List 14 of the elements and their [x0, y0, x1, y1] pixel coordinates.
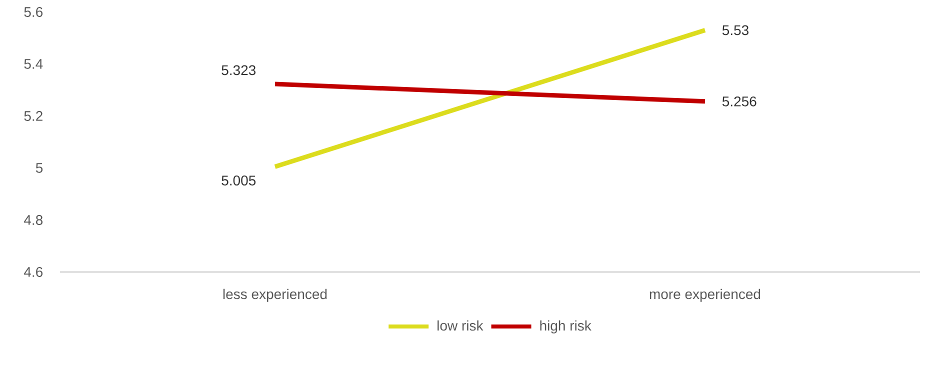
y-tick-label: 5: [36, 163, 43, 173]
data-label: 5.53: [722, 25, 748, 36]
y-tick-label: 5.4: [24, 59, 43, 69]
legend-label: high risk: [540, 320, 592, 334]
data-label: 5.323: [222, 65, 256, 76]
legend-label: low risk: [438, 320, 484, 331]
x-tick-label: more experienced: [650, 288, 760, 302]
y-tick-label: 5.2: [24, 111, 42, 121]
x-tick-label: less experienced: [223, 288, 327, 302]
y-tick-label: 4.8: [24, 215, 43, 225]
y-tick-label: 4.6: [24, 267, 43, 277]
data-label: 5.005: [222, 176, 256, 186]
y-tick-label: 5.6: [24, 7, 43, 17]
data-label: 5.256: [722, 96, 756, 106]
